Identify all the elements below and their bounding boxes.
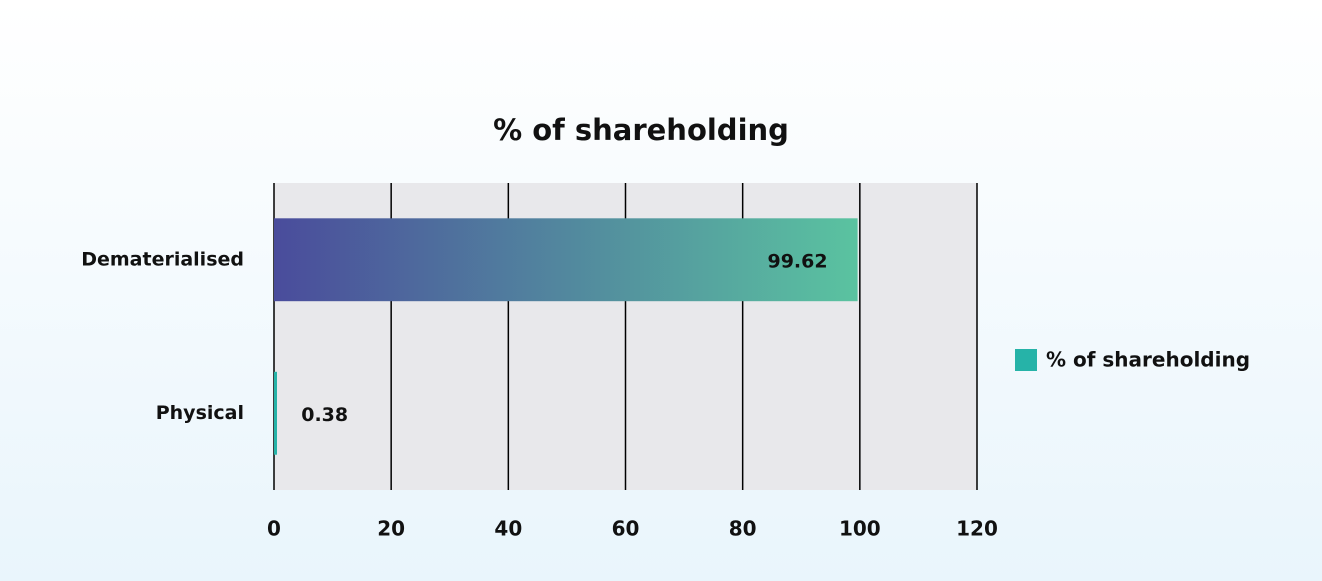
x-tick-label: 40 bbox=[494, 517, 522, 541]
x-tick-label: 20 bbox=[377, 517, 405, 541]
bar bbox=[274, 218, 858, 302]
x-tick-label: 100 bbox=[839, 517, 881, 541]
x-tick-label: 60 bbox=[612, 517, 640, 541]
bar bbox=[274, 371, 277, 455]
x-tick-label: 120 bbox=[956, 517, 998, 541]
y-tick-label: Dematerialised bbox=[81, 248, 244, 270]
legend-swatch bbox=[1015, 349, 1037, 371]
x-tick-label: 0 bbox=[267, 517, 281, 541]
value-label: 99.62 bbox=[767, 250, 827, 272]
legend-label: % of shareholding bbox=[1046, 348, 1250, 372]
value-label: 0.38 bbox=[301, 404, 348, 426]
chart-title: % of shareholding bbox=[493, 113, 789, 147]
y-tick-label: Physical bbox=[156, 402, 244, 424]
x-tick-label: 80 bbox=[729, 517, 757, 541]
